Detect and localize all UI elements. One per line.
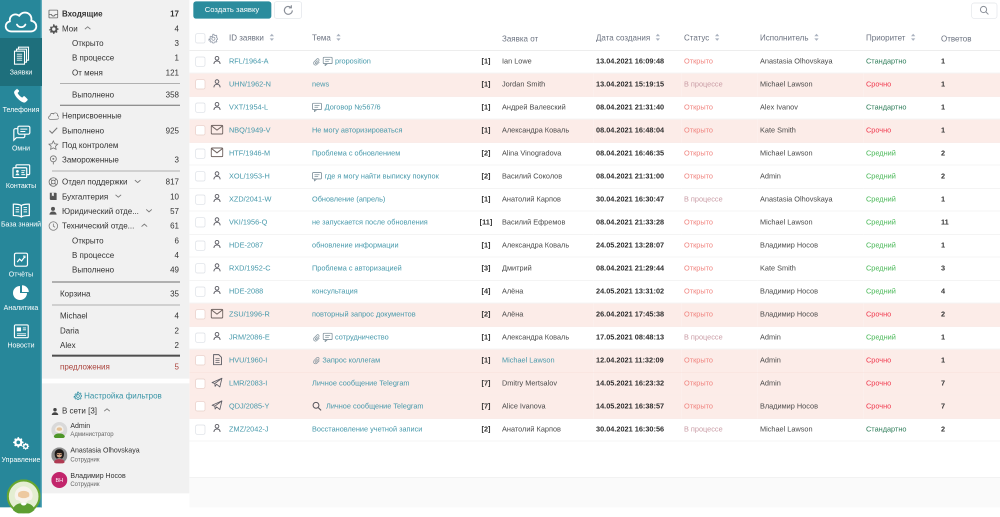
svg-text:ВН: ВН [55,478,63,484]
